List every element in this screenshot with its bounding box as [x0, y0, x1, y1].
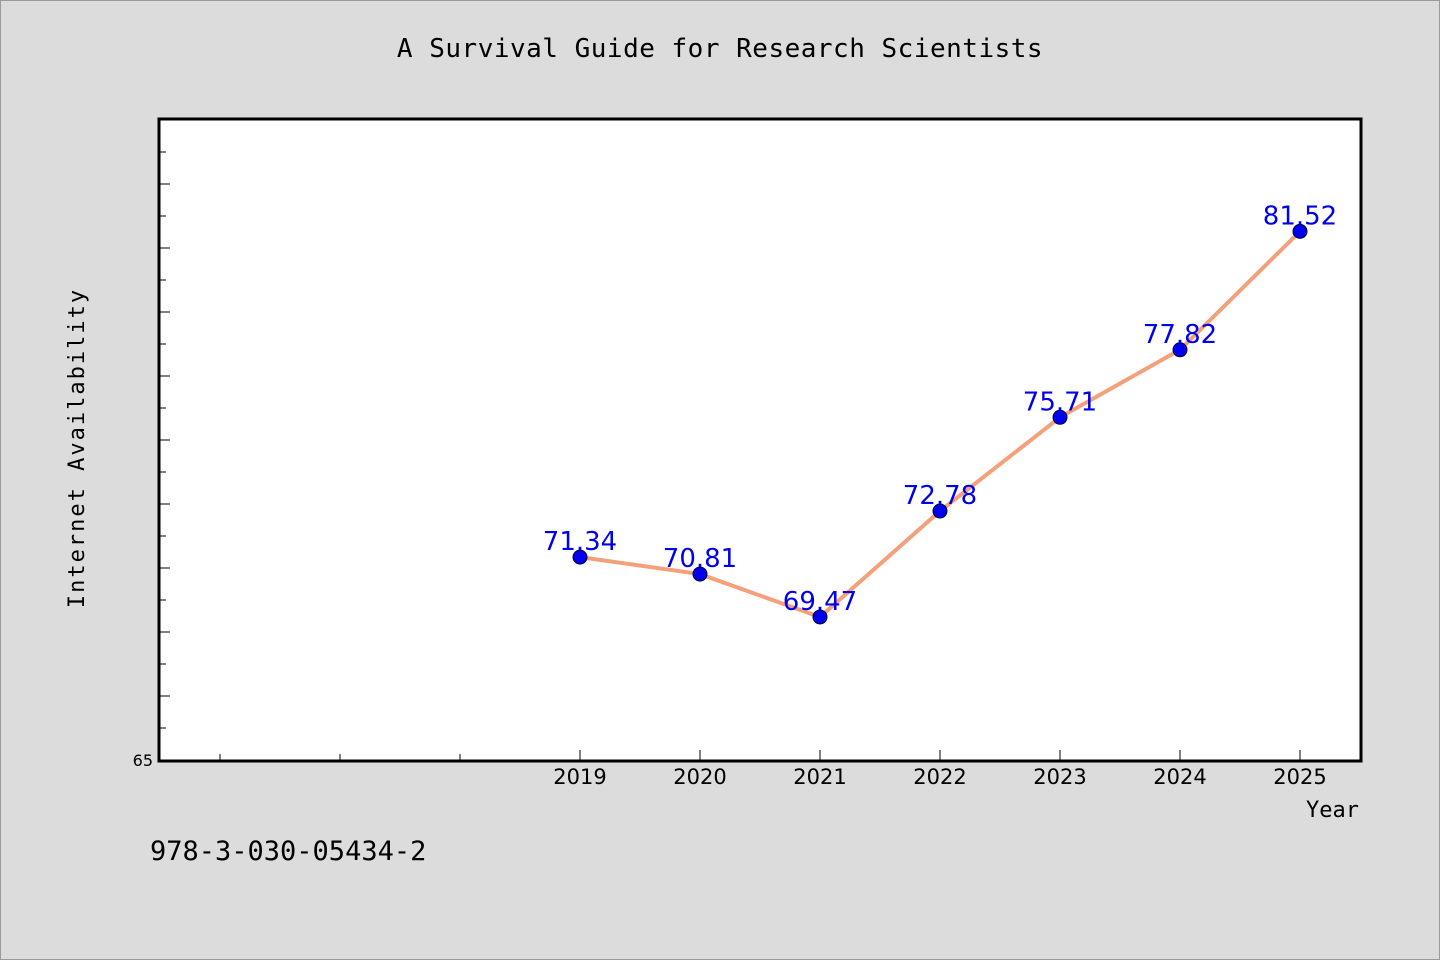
x-axis-ticks [219, 750, 1301, 760]
data-point [572, 549, 588, 565]
x-axis-tick-labels: 2019 2020 2021 2022 2023 2024 2025 [553, 765, 1326, 789]
data-point [1052, 409, 1068, 425]
x-tick-label: 2019 [553, 765, 606, 789]
x-tick-label: 2023 [1033, 765, 1086, 789]
isbn-text: 978-3-030-05434-2 [150, 836, 427, 867]
data-point [1172, 342, 1188, 358]
data-point [932, 503, 948, 519]
data-label: 81.52 [1263, 201, 1337, 231]
series-layer: 71.34 70.81 69.47 72.78 75.71 77.82 81.52 [543, 201, 1337, 625]
data-label: 77.82 [1143, 320, 1217, 350]
x-tick-label: 2025 [1273, 765, 1326, 789]
data-label: 70.81 [663, 544, 737, 574]
chart-title: A Survival Guide for Research Scientists [396, 34, 1044, 64]
x-tick-label: 2021 [793, 765, 846, 789]
data-label: 69.47 [783, 587, 857, 617]
x-axis-label: Year [1306, 798, 1359, 823]
x-tick-label: 2020 [673, 765, 726, 789]
data-label: 75.71 [1023, 387, 1097, 417]
data-point [1292, 223, 1308, 239]
y-axis-ticks [160, 151, 170, 729]
data-point [812, 609, 828, 625]
x-tick-label: 2022 [913, 765, 966, 789]
data-point [692, 566, 708, 582]
data-label: 72.78 [903, 481, 977, 511]
data-label: 71.34 [543, 527, 617, 557]
y-tick-label-min: 65 [133, 751, 153, 770]
y-axis-label: Internet Availability [65, 288, 90, 608]
plot-area [157, 117, 1363, 763]
x-tick-label: 2024 [1153, 765, 1206, 789]
